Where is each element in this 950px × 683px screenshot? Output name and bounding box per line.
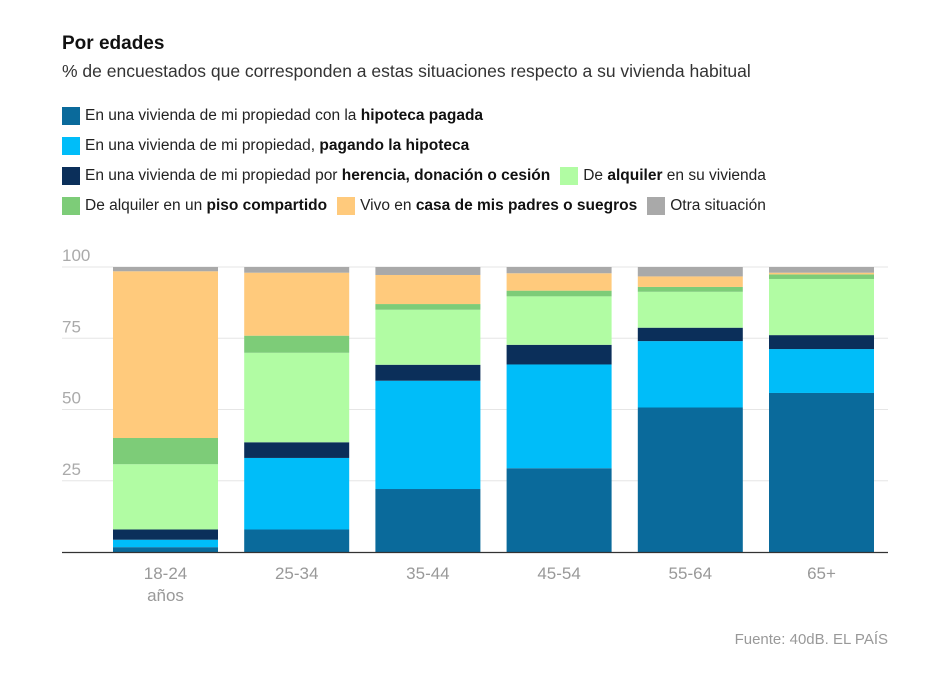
bar-segment-2 bbox=[244, 442, 350, 458]
bar-segment-0 bbox=[769, 392, 874, 552]
legend-row: En una vivienda de mi propiedad con la h… bbox=[62, 101, 892, 131]
legend-item-hipoteca-pagada: En una vivienda de mi propiedad con la h… bbox=[62, 107, 483, 125]
bar-segment-4 bbox=[769, 274, 874, 279]
bar-segment-4 bbox=[113, 438, 218, 465]
legend-label: De alquiler en un piso compartido bbox=[85, 197, 328, 214]
bar-segment-1 bbox=[113, 539, 218, 548]
bar-segment-5 bbox=[375, 274, 481, 305]
y-tick-label: 25 bbox=[62, 460, 81, 479]
bar-segment-5 bbox=[769, 272, 874, 275]
bar-segment-2 bbox=[637, 327, 743, 342]
x-tick-label: 55-64 bbox=[669, 564, 712, 583]
bar-segment-4 bbox=[637, 286, 743, 292]
bar-segment-0 bbox=[244, 529, 350, 552]
bar-segment-1 bbox=[506, 364, 612, 469]
bar-segment-3 bbox=[244, 352, 350, 443]
bar-segment-3 bbox=[637, 291, 743, 328]
x-tick-label: 45-54 bbox=[537, 564, 580, 583]
x-tick-label: 18-24 bbox=[144, 564, 187, 583]
legend-item-otra: Otra situación bbox=[647, 197, 766, 215]
bar-segment-2 bbox=[113, 529, 218, 540]
bar-segment-2 bbox=[375, 364, 481, 381]
bar-segment-3 bbox=[113, 464, 218, 530]
bar-segment-1 bbox=[637, 341, 743, 408]
chart-title: Por edades bbox=[62, 33, 165, 54]
bar-segment-0 bbox=[637, 407, 743, 552]
bar-segment-4 bbox=[244, 335, 350, 353]
bar-segment-6 bbox=[769, 267, 874, 273]
bar-segment-6 bbox=[244, 267, 350, 273]
legend-item-alquiler: De alquiler en su vivienda bbox=[560, 167, 766, 185]
x-tick-label: años bbox=[147, 586, 184, 605]
y-tick-label: 50 bbox=[62, 389, 81, 408]
legend-swatch bbox=[337, 197, 356, 215]
bar-segment-2 bbox=[506, 344, 612, 365]
x-tick-label: 35-44 bbox=[406, 564, 449, 583]
y-tick-label: 100 bbox=[62, 246, 90, 265]
bar-segment-0 bbox=[506, 468, 612, 552]
bar-segment-1 bbox=[769, 349, 874, 393]
x-tick-label: 65+ bbox=[807, 564, 836, 583]
legend-swatch bbox=[647, 197, 666, 215]
source-note: Fuente: 40dB. EL PAÍS bbox=[734, 631, 888, 648]
legend-label: De alquiler en su vivienda bbox=[583, 167, 766, 184]
x-tick-label: 25-34 bbox=[275, 564, 318, 583]
bar-segment-3 bbox=[375, 309, 481, 365]
bar-segment-4 bbox=[375, 304, 481, 310]
legend-row: En una vivienda de mi propiedad por here… bbox=[62, 161, 892, 191]
chart-subtitle: % de encuestados que corresponden a esta… bbox=[62, 61, 751, 81]
bar-segment-0 bbox=[113, 547, 218, 552]
legend-swatch bbox=[560, 167, 579, 185]
bar-segment-5 bbox=[506, 273, 612, 291]
bar-segment-1 bbox=[244, 457, 350, 530]
bar-segment-3 bbox=[769, 278, 874, 336]
legend-swatch bbox=[62, 137, 80, 155]
bar-segment-6 bbox=[375, 267, 481, 275]
legend-swatch bbox=[62, 197, 80, 215]
legend-item-pagando-hipoteca: En una vivienda de mi propiedad, pagando… bbox=[62, 137, 469, 155]
legend-label: En una vivienda de mi propiedad con la h… bbox=[85, 107, 484, 124]
legend-item-herencia: En una vivienda de mi propiedad por here… bbox=[62, 167, 550, 185]
bar-segment-0 bbox=[375, 489, 481, 552]
bar-segment-2 bbox=[769, 335, 874, 350]
legend-row: En una vivienda de mi propiedad, pagando… bbox=[62, 131, 892, 161]
bar-segment-5 bbox=[244, 272, 350, 336]
legend-label: En una vivienda de mi propiedad, pagando… bbox=[85, 137, 470, 154]
legend-swatch bbox=[62, 107, 80, 125]
legend-swatch bbox=[62, 167, 80, 185]
legend-label: Otra situación bbox=[670, 197, 766, 214]
legend-label: Vivo en casa de mis padres o suegros bbox=[360, 197, 638, 214]
bar-segment-6 bbox=[113, 267, 218, 272]
legend: En una vivienda de mi propiedad con la h… bbox=[62, 101, 892, 221]
bar-segment-5 bbox=[113, 271, 218, 438]
y-tick-label: 75 bbox=[62, 317, 81, 336]
legend-item-casa-padres: Vivo en casa de mis padres o suegros bbox=[337, 197, 637, 215]
legend-label: En una vivienda de mi propiedad por here… bbox=[85, 167, 551, 184]
bar-segment-4 bbox=[506, 290, 612, 297]
bar-segment-6 bbox=[637, 267, 743, 277]
bar-segment-1 bbox=[375, 380, 481, 490]
legend-row: De alquiler en un piso compartido Vivo e… bbox=[62, 191, 892, 221]
legend-item-piso-compartido: De alquiler en un piso compartido bbox=[62, 197, 327, 215]
bar-segment-3 bbox=[506, 296, 612, 345]
bar-segment-5 bbox=[637, 276, 743, 287]
bar-segment-6 bbox=[506, 267, 612, 274]
